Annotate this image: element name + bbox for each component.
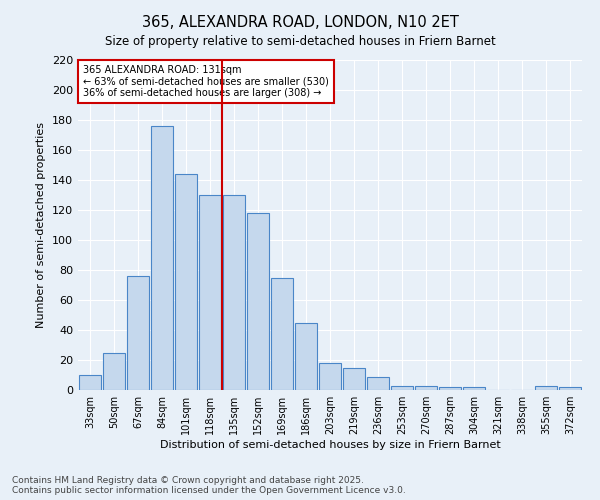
Bar (247, 213, 269, 390)
X-axis label: Distribution of semi-detached houses by size in Friern Barnet: Distribution of semi-detached houses by … (160, 440, 500, 450)
Bar (439, 387, 461, 390)
Text: 365, ALEXANDRA ROAD, LONDON, N10 2ET: 365, ALEXANDRA ROAD, LONDON, N10 2ET (142, 15, 458, 30)
Bar (415, 386, 437, 390)
Bar (151, 126, 173, 390)
Bar (391, 386, 413, 390)
Bar (271, 278, 293, 390)
Bar (559, 387, 581, 390)
Bar (295, 322, 317, 390)
Bar (103, 352, 125, 390)
Bar (535, 386, 557, 390)
Bar (223, 195, 245, 390)
Bar (463, 387, 485, 390)
Bar (199, 195, 221, 390)
Y-axis label: Number of semi-detached properties: Number of semi-detached properties (37, 122, 46, 328)
Text: Size of property relative to semi-detached houses in Friern Barnet: Size of property relative to semi-detach… (104, 35, 496, 48)
Bar (367, 376, 389, 390)
Text: 365 ALEXANDRA ROAD: 131sqm
← 63% of semi-detached houses are smaller (530)
36% o: 365 ALEXANDRA ROAD: 131sqm ← 63% of semi… (83, 65, 329, 98)
Text: Contains HM Land Registry data © Crown copyright and database right 2025.
Contai: Contains HM Land Registry data © Crown c… (12, 476, 406, 495)
Bar (79, 375, 101, 390)
Bar (175, 174, 197, 390)
Bar (127, 276, 149, 390)
Bar (343, 368, 365, 390)
Bar (319, 363, 341, 390)
